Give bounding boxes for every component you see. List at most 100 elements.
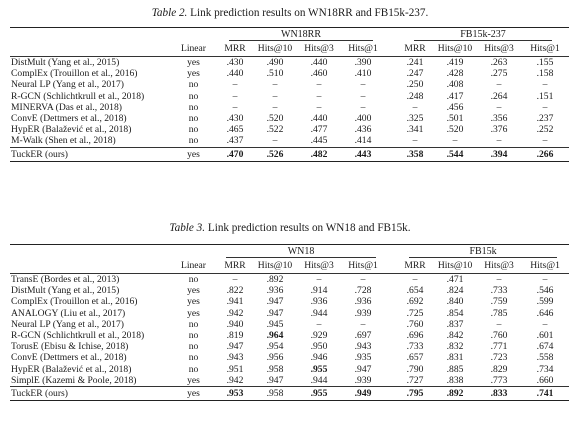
table2-cell: .325 [406, 113, 424, 125]
table3-cell: .733 [406, 341, 424, 353]
table2-cell: .394 [477, 146, 521, 162]
table3-spacer [385, 375, 397, 387]
table2-cell: .526 [253, 146, 297, 162]
table3: WN18 FB15k Linear MRR Hits@10 Hits@3 Hit… [10, 244, 570, 402]
table2-cell: – [542, 79, 548, 91]
table2-cell: .263 [477, 56, 521, 69]
table3-model-name: DistMult (Yang et al., 2015) [11, 285, 120, 297]
table3-cell: .940 [226, 318, 244, 330]
table3-linear-value: yes [187, 296, 200, 308]
table3-cell: .947 [266, 307, 284, 319]
table2-cell: .408 [446, 79, 464, 91]
table3-metric-hits10-b: Hits@10 [437, 260, 473, 271]
table2-cell: – [542, 101, 548, 113]
table3-cell: .939 [354, 307, 372, 319]
table3-metric-hits3: Hits@3 [304, 260, 334, 271]
table3-model-name: SimplE (Kazemi & Poole, 2018) [11, 374, 137, 386]
table3-cell: .943 [354, 341, 372, 353]
table2-linear-value: no [188, 101, 199, 113]
table3-cell: .936 [310, 296, 328, 308]
table3-cell: .942 [226, 374, 244, 386]
table2-spacer [385, 146, 397, 162]
table2-linear-value: yes [187, 68, 200, 80]
table3-spacer [385, 364, 397, 375]
table2-cell: .520 [266, 113, 284, 125]
table3-cell: .840 [446, 296, 464, 308]
table3-metric-hits1: Hits@1 [348, 260, 378, 271]
table2-model-name: M-Walk (Shen et al., 2018) [11, 135, 116, 147]
table3-cell: .958 [253, 386, 297, 402]
table2-linear-value: yes [170, 56, 217, 69]
table2-cell: – [496, 135, 502, 147]
table2-cell: .390 [341, 56, 385, 69]
table2-spacer [385, 135, 397, 147]
table3-cell: .936 [354, 296, 372, 308]
table2-metric-hits3-b: Hits@3 [484, 43, 514, 54]
table2-row: ComplEx (Trouillon et al., 2016) yes .440.… [10, 68, 569, 79]
table3-cell: .660 [536, 374, 554, 386]
table3-cell: .949 [341, 386, 386, 402]
table3-cell: .854 [446, 307, 464, 319]
table2-metric-mrr-b: MRR [404, 43, 426, 54]
table3-cell: .819 [226, 330, 244, 342]
table2-linear-header: Linear [180, 43, 207, 54]
table3-spacer [385, 330, 397, 341]
table3-metric-mrr-b: MRR [404, 260, 426, 271]
table2-cell: .430 [217, 56, 253, 69]
table2-cell: .456 [446, 101, 464, 113]
table3-cell: .832 [446, 341, 464, 353]
table3-cell: .824 [446, 285, 464, 297]
table3-cell: .733 [490, 285, 508, 297]
table3-spacer [385, 285, 397, 296]
table3-model-name: R-GCN (Schlichtkrull et al., 2018) [11, 330, 145, 342]
table3-linear-value: no [188, 341, 199, 353]
table2-cell: .544 [433, 146, 477, 162]
table2-cell: .522 [266, 124, 284, 136]
table2-linear-value: no [188, 113, 199, 125]
table3-cell: .951 [226, 363, 244, 375]
table3-model-name: TorusE (Ebisu & Ichise, 2018) [11, 341, 129, 353]
table2-cell: – [542, 135, 548, 147]
table2-cell: .252 [536, 124, 554, 136]
table2-cell: – [360, 90, 366, 102]
table2-model-name: TuckER (ours) [10, 146, 170, 162]
table3-linear-value: no [188, 330, 199, 342]
table3-linear-value: no [170, 273, 217, 286]
table2-group-wn18rr: WN18RR [229, 29, 373, 41]
table2-model-name: MINERVA (Das et al., 2018) [11, 101, 122, 113]
table3-spacer [385, 296, 397, 307]
table3-cell: .725 [406, 307, 424, 319]
table2-cell: .155 [521, 56, 569, 69]
table3-cell: – [397, 273, 434, 286]
table2-cell: .520 [446, 124, 464, 136]
table3-metric-mrr: MRR [224, 260, 246, 271]
table2-cell: .437 [226, 135, 244, 147]
table3-cell: .771 [490, 341, 508, 353]
table3-cell: .741 [521, 386, 570, 402]
table3-cell: .790 [406, 363, 424, 375]
table2-cell: – [272, 79, 278, 91]
table2-cell: – [360, 101, 366, 113]
table2-spacer [385, 79, 397, 90]
table2-cell: .417 [446, 90, 464, 102]
table2-cell: – [272, 101, 278, 113]
table2-cell: – [412, 101, 418, 113]
table3-cell: .955 [310, 363, 328, 375]
table2-metric-mrr: MRR [224, 43, 246, 54]
table3-cell: .941 [226, 296, 244, 308]
table3-cell: .944 [310, 374, 328, 386]
table3-cell: .723 [490, 352, 508, 364]
table2-cell: – [496, 101, 502, 113]
table2-linear-value: no [188, 135, 199, 147]
table2-cell: .490 [253, 56, 297, 69]
table3-group-wn18: WN18 [225, 246, 377, 258]
table3-cell: .956 [266, 352, 284, 364]
table2-cell: .430 [226, 113, 244, 125]
table3-row: Neural LP (Yang et al., 2017) no .940 .945 –… [10, 319, 569, 330]
table3-cell: .696 [406, 330, 424, 342]
table2-cell: .237 [536, 113, 554, 125]
table2-cell: .477 [310, 124, 328, 136]
table2-cell: – [452, 135, 458, 147]
table2-cell: .376 [490, 124, 508, 136]
table3-cell: .728 [354, 285, 372, 297]
